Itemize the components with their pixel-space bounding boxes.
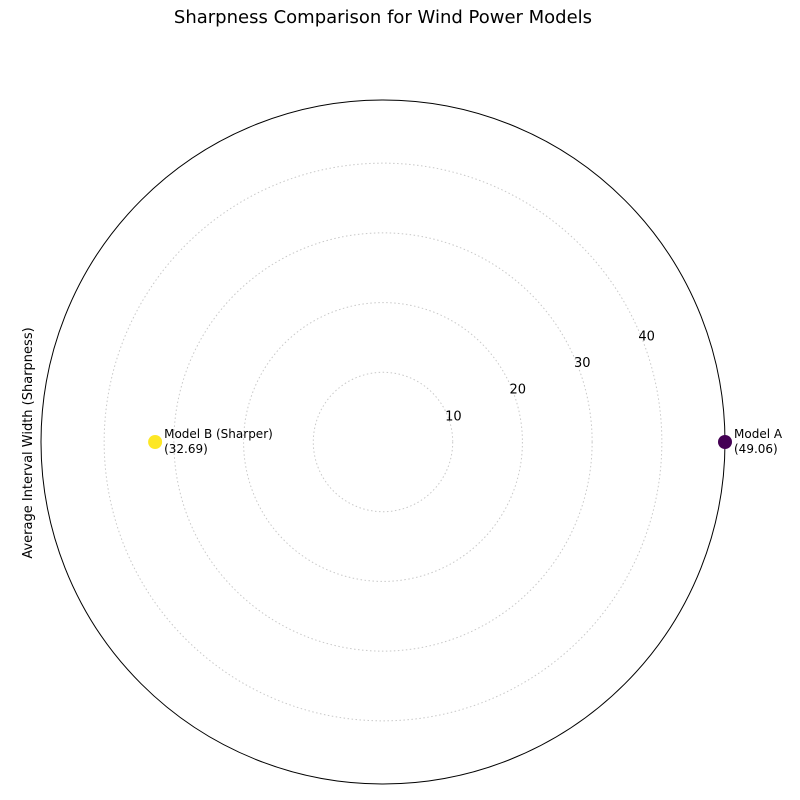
point-label: Model B (Sharper) bbox=[164, 427, 273, 441]
grid-circle-30 bbox=[173, 232, 593, 652]
data-point-marker bbox=[718, 435, 732, 449]
point-label: Model A bbox=[734, 427, 783, 441]
grid-circle-20 bbox=[243, 302, 523, 582]
radial-grid bbox=[103, 162, 663, 722]
point-value-label: (49.06) bbox=[734, 442, 778, 456]
grid-circle-10 bbox=[312, 371, 454, 513]
point-model-b: Model B (Sharper)(32.69) bbox=[148, 427, 273, 456]
point-value-label: (32.69) bbox=[164, 442, 208, 456]
radial-tick-label: 20 bbox=[510, 383, 527, 398]
polar-frame bbox=[40, 99, 726, 785]
radial-tick-labels: 10 20 30 40 bbox=[445, 329, 655, 424]
grid-circle-40 bbox=[103, 162, 663, 722]
radial-tick-label: 30 bbox=[574, 356, 591, 371]
data-points: Model A(49.06) Model B (Sharper)(32.69) bbox=[148, 427, 783, 456]
radial-tick-label: 40 bbox=[638, 329, 655, 344]
y-axis-label: Average Interval Width (Sharpness) bbox=[21, 327, 36, 558]
point-model-a: Model A(49.06) bbox=[718, 427, 783, 456]
chart-title: Sharpness Comparison for Wind Power Mode… bbox=[174, 7, 592, 28]
data-point-marker bbox=[148, 435, 163, 449]
radial-tick-label: 10 bbox=[445, 409, 462, 424]
